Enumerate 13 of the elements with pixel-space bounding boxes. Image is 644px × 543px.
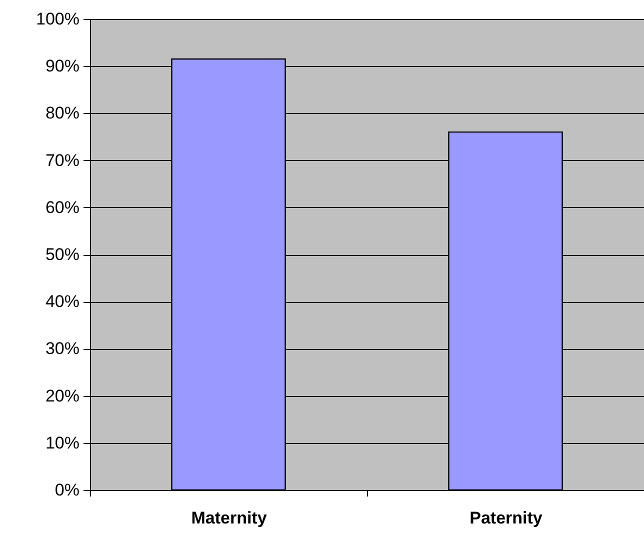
- y-tick-label: 90%: [45, 56, 80, 76]
- y-tick-label: 20%: [45, 386, 80, 406]
- y-tick-label: 70%: [45, 150, 80, 170]
- y-tick-label: 0%: [54, 480, 80, 500]
- y-tick-label: 60%: [45, 198, 80, 217]
- x-tick-label: Paternity: [470, 508, 543, 528]
- y-tick-label: 30%: [45, 339, 80, 358]
- y-tick-label: 10%: [45, 433, 80, 452]
- y-tick-label: 80%: [45, 104, 80, 123]
- y-tick-label: 50%: [45, 245, 80, 264]
- y-tick-label: 40%: [45, 292, 80, 312]
- y-tick-label: 100%: [36, 10, 80, 28]
- x-tick-label: Maternity: [191, 508, 268, 528]
